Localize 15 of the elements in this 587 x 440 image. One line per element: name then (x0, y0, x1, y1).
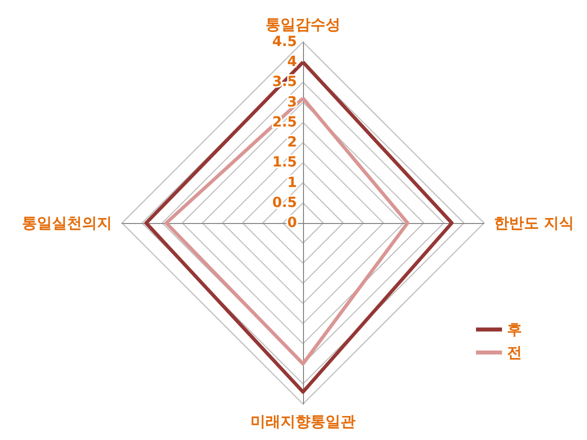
y-tick-label: 4 (287, 54, 298, 70)
spoke-label: 한반도 지식 (494, 214, 574, 232)
legend-label: 후 (507, 320, 522, 338)
spoke-label: 통일실천의지 (22, 214, 112, 232)
y-tick-label: 1.5 (272, 154, 297, 171)
spoke-label: 미래지향통일관 (250, 412, 356, 430)
legend-label: 전 (507, 344, 522, 362)
y-tick-label: 2 (287, 134, 297, 151)
y-tick-label: 4.5 (272, 34, 297, 50)
spoke-label: 통일감수성 (266, 16, 340, 34)
y-tick-label: 1 (287, 174, 297, 191)
y-tick-label: 3 (287, 94, 297, 110)
y-tick-label: 0.5 (272, 194, 297, 211)
y-tick-label: 0 (287, 215, 298, 231)
y-tick-label: 2.5 (272, 114, 297, 130)
